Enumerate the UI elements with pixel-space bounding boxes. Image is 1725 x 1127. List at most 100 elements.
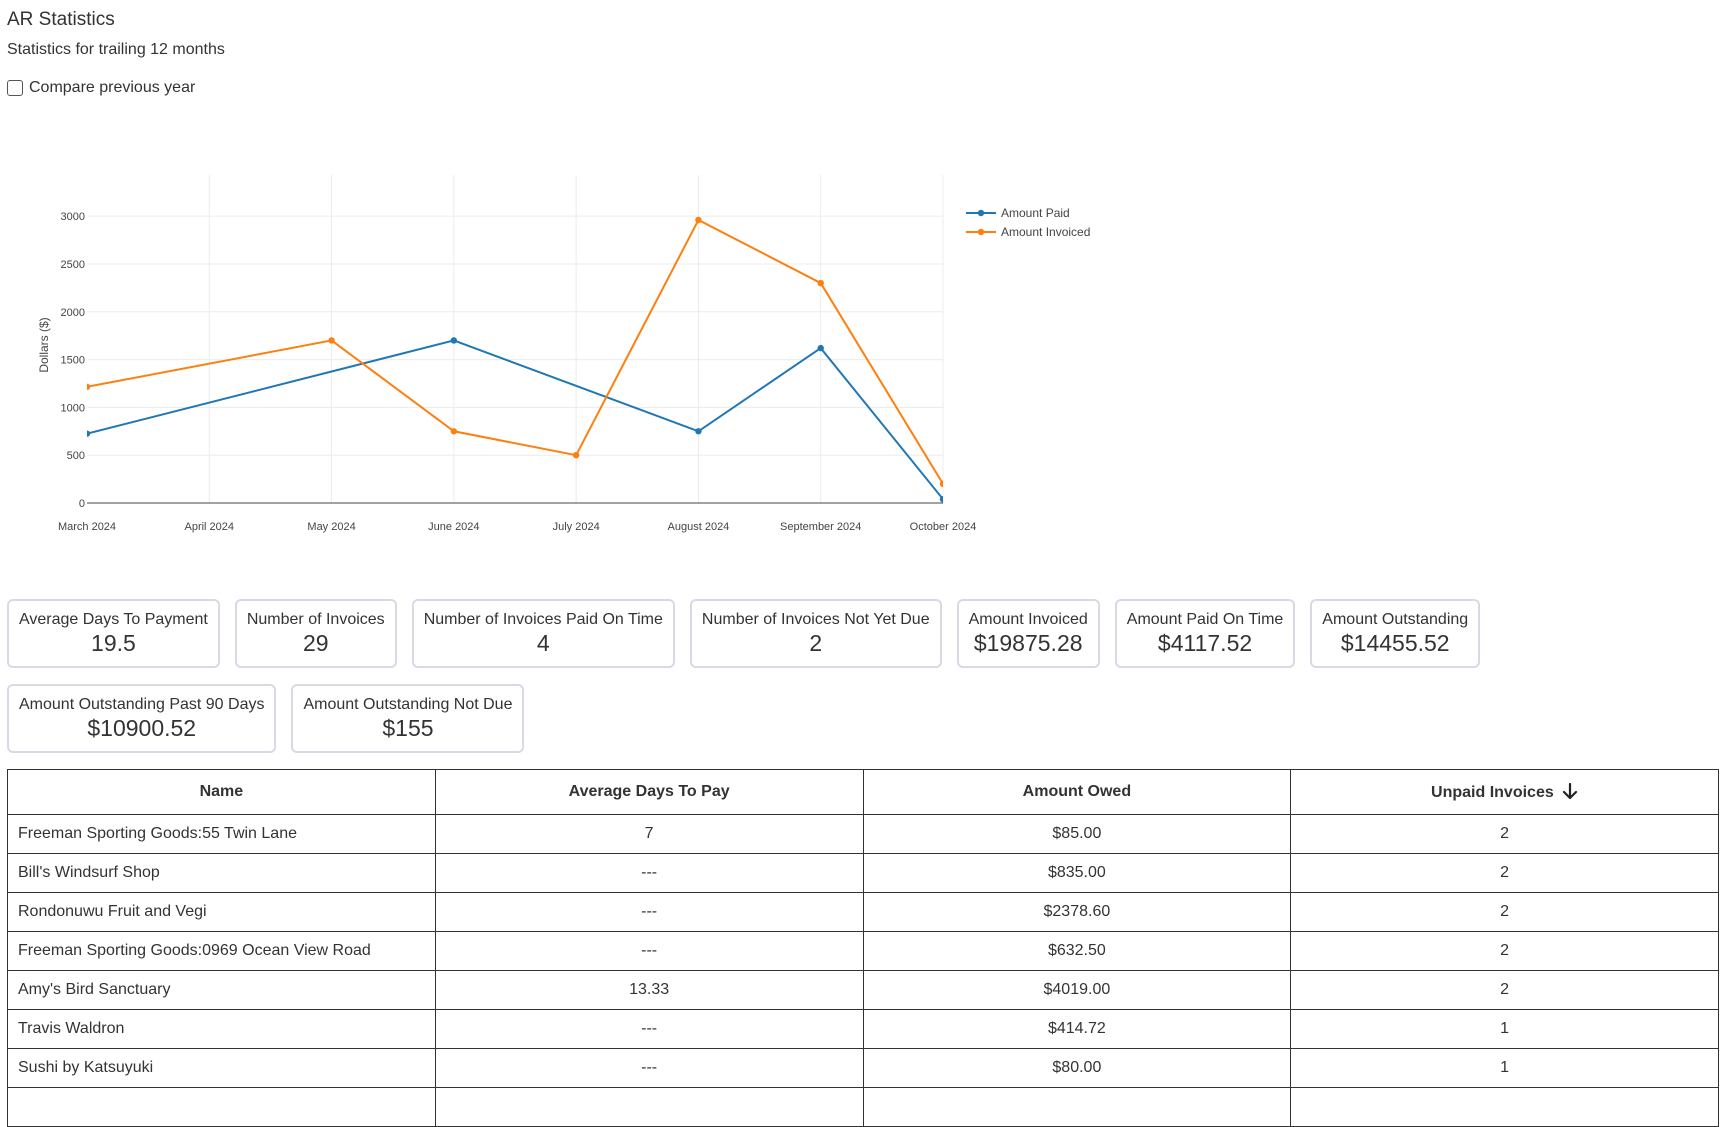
stat-value: $10900.52 xyxy=(87,715,197,741)
y-tick-label: 2500 xyxy=(61,259,85,271)
cell-average-days: --- xyxy=(434,1048,864,1088)
series-line-0 xyxy=(87,339,943,500)
table-row[interactable]: Amy's Bird Sanctuary 13.33 $4019.00 2 xyxy=(7,970,1719,1010)
stat-card: Number of Invoices 29 xyxy=(234,599,397,668)
cell-unpaid-invoices: 2 xyxy=(1290,814,1719,854)
ar-line-chart: 0 500 1000 1500 2000 2500 3000 March 2024 April … xyxy=(0,175,1120,550)
legend-marker xyxy=(977,228,985,236)
stat-label: Amount Outstanding Past 90 Days xyxy=(19,696,265,713)
cell-amount-owed: $414.72 xyxy=(862,1009,1292,1049)
cell-name: Travis Waldron xyxy=(7,1009,436,1049)
table-header-row: Name Average Days To Pay Amount Owed Unp… xyxy=(7,769,1719,815)
stat-label: Number of Invoices Paid On Time xyxy=(423,611,663,628)
data-point xyxy=(695,216,702,224)
y-tick-label: 500 xyxy=(67,450,85,462)
table-row[interactable] xyxy=(7,1087,1719,1127)
cell-name: Sushi by Katsuyuki xyxy=(7,1048,436,1088)
cell-average-days: --- xyxy=(434,892,864,932)
data-point xyxy=(695,428,702,435)
arrow-down-icon[interactable] xyxy=(1562,782,1578,800)
table-body: Freeman Sporting Goods:55 Twin Lane 7 $85.… xyxy=(7,814,1719,1127)
page-title: AR Statistics xyxy=(7,9,115,30)
table-row[interactable]: Bill's Windsurf Shop --- $835.00 2 xyxy=(7,853,1719,893)
stat-card: Number of Invoices Paid On Time 4 xyxy=(411,599,675,668)
data-point xyxy=(87,383,91,391)
stat-label: Number of Invoices xyxy=(246,611,385,628)
stat-card: Number of Invoices Not Yet Due 2 xyxy=(689,599,942,668)
stat-value: $155 xyxy=(382,715,434,741)
page-subtitle: Statistics for trailing 12 months xyxy=(7,41,225,58)
cell-unpaid-invoices: 2 xyxy=(1290,892,1719,932)
compare-checkbox[interactable] xyxy=(7,80,23,96)
stat-label: Amount Paid On Time xyxy=(1126,611,1284,628)
cell-average-days: 13.33 xyxy=(434,970,864,1010)
legend-label: Amount Invoiced xyxy=(1001,225,1090,239)
cell-amount-owed: $835.00 xyxy=(862,853,1292,893)
column-header-name[interactable]: Name xyxy=(7,769,436,815)
stat-value: $19875.28 xyxy=(973,630,1083,656)
data-point xyxy=(939,480,943,488)
stat-value: 2 xyxy=(809,630,823,656)
legend-marker xyxy=(977,209,985,217)
stat-card: Amount Outstanding Not Due $155 xyxy=(291,684,525,753)
cell-name: Freeman Sporting Goods:0969 Ocean View R… xyxy=(7,931,436,971)
column-header-unpaid-invoices[interactable]: Unpaid Invoices xyxy=(1290,769,1719,815)
stat-value: 29 xyxy=(302,630,329,656)
chart-svg: 0 500 1000 1500 2000 2500 3000 March 2024 April … xyxy=(37,175,1090,533)
x-tick-label: July 2024 xyxy=(553,521,600,533)
compare-previous-year-toggle[interactable]: Compare previous year xyxy=(7,79,195,97)
column-header-average-days[interactable]: Average Days To Pay xyxy=(434,769,864,815)
stat-label: Average Days To Payment xyxy=(19,611,208,628)
cell-unpaid-invoices: 1 xyxy=(1290,1009,1719,1049)
y-tick-label: 1000 xyxy=(61,402,85,414)
x-tick-label: June 2024 xyxy=(428,521,479,533)
stat-card: Amount Invoiced $19875.28 xyxy=(956,599,1100,668)
x-tick-label: May 2024 xyxy=(307,521,355,533)
y-tick-label: 0 xyxy=(79,498,85,510)
cell-amount-owed: $80.00 xyxy=(862,1048,1292,1088)
y-tick-label: 2000 xyxy=(61,307,85,319)
stat-label: Amount Outstanding Not Due xyxy=(303,696,513,713)
y-axis-title: Dollars ($) xyxy=(37,317,51,372)
table-row[interactable]: Sushi by Katsuyuki --- $80.00 1 xyxy=(7,1048,1719,1088)
data-point xyxy=(939,495,943,503)
stat-value: $4117.52 xyxy=(1157,630,1253,656)
cell-name: Bill's Windsurf Shop xyxy=(7,853,436,893)
cell-amount-owed: $85.00 xyxy=(862,814,1292,854)
stat-value: $14455.52 xyxy=(1340,630,1450,656)
cell-unpaid-invoices: 2 xyxy=(1290,970,1719,1010)
stat-label: Amount Outstanding xyxy=(1322,611,1469,628)
table-row[interactable]: Rondonuwu Fruit and Vegi --- $2378.60 2 xyxy=(7,892,1719,932)
table-row[interactable]: Freeman Sporting Goods:0969 Ocean View R… xyxy=(7,931,1719,971)
stat-card: Average Days To Payment 19.5 xyxy=(7,599,220,668)
cell-amount-owed xyxy=(862,1087,1292,1127)
y-tick-label: 3000 xyxy=(61,211,85,223)
x-tick-label: March 2024 xyxy=(58,521,116,533)
cell-average-days: --- xyxy=(434,931,864,971)
y-tick-label: 1500 xyxy=(61,355,85,367)
cell-amount-owed: $632.50 xyxy=(862,931,1292,971)
stats-cards: Average Days To Payment 19.5 Number of Inv… xyxy=(7,599,1707,769)
table-row[interactable]: Travis Waldron --- $414.72 1 xyxy=(7,1009,1719,1049)
cell-name: Rondonuwu Fruit and Vegi xyxy=(7,892,436,932)
cell-amount-owed: $4019.00 xyxy=(862,970,1292,1010)
stat-value: 19.5 xyxy=(91,630,136,656)
cell-amount-owed: $2378.60 xyxy=(862,892,1292,932)
data-point xyxy=(450,337,458,344)
ar-table: Name Average Days To Pay Amount Owed Unp… xyxy=(7,769,1719,1127)
stat-label: Amount Invoiced xyxy=(968,611,1088,628)
legend-label: Amount Paid xyxy=(1001,206,1070,220)
column-header-amount-owed[interactable]: Amount Owed xyxy=(862,769,1292,815)
cell-unpaid-invoices xyxy=(1290,1087,1719,1127)
x-tick-label: August 2024 xyxy=(668,521,730,533)
x-tick-label: April 2024 xyxy=(185,521,235,533)
cell-average-days: --- xyxy=(434,1009,864,1049)
x-tick-label: September 2024 xyxy=(780,521,861,533)
cell-name: Freeman Sporting Goods:55 Twin Lane xyxy=(7,814,436,854)
table-row[interactable]: Freeman Sporting Goods:55 Twin Lane 7 $85.… xyxy=(7,814,1719,854)
x-tick-label: October 2024 xyxy=(910,521,977,533)
cell-unpaid-invoices: 2 xyxy=(1290,853,1719,893)
stat-value: 4 xyxy=(536,630,550,656)
data-point xyxy=(87,430,91,437)
cell-name xyxy=(7,1087,436,1127)
